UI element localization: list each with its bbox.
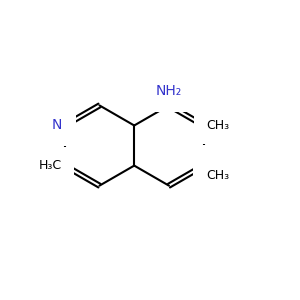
Text: H₃C: H₃C [39,159,62,172]
Text: CH₃: CH₃ [207,169,230,182]
Text: N: N [207,159,217,172]
Text: N: N [51,118,62,133]
Text: CH₃: CH₃ [207,119,230,132]
Text: NH₂: NH₂ [156,84,182,98]
